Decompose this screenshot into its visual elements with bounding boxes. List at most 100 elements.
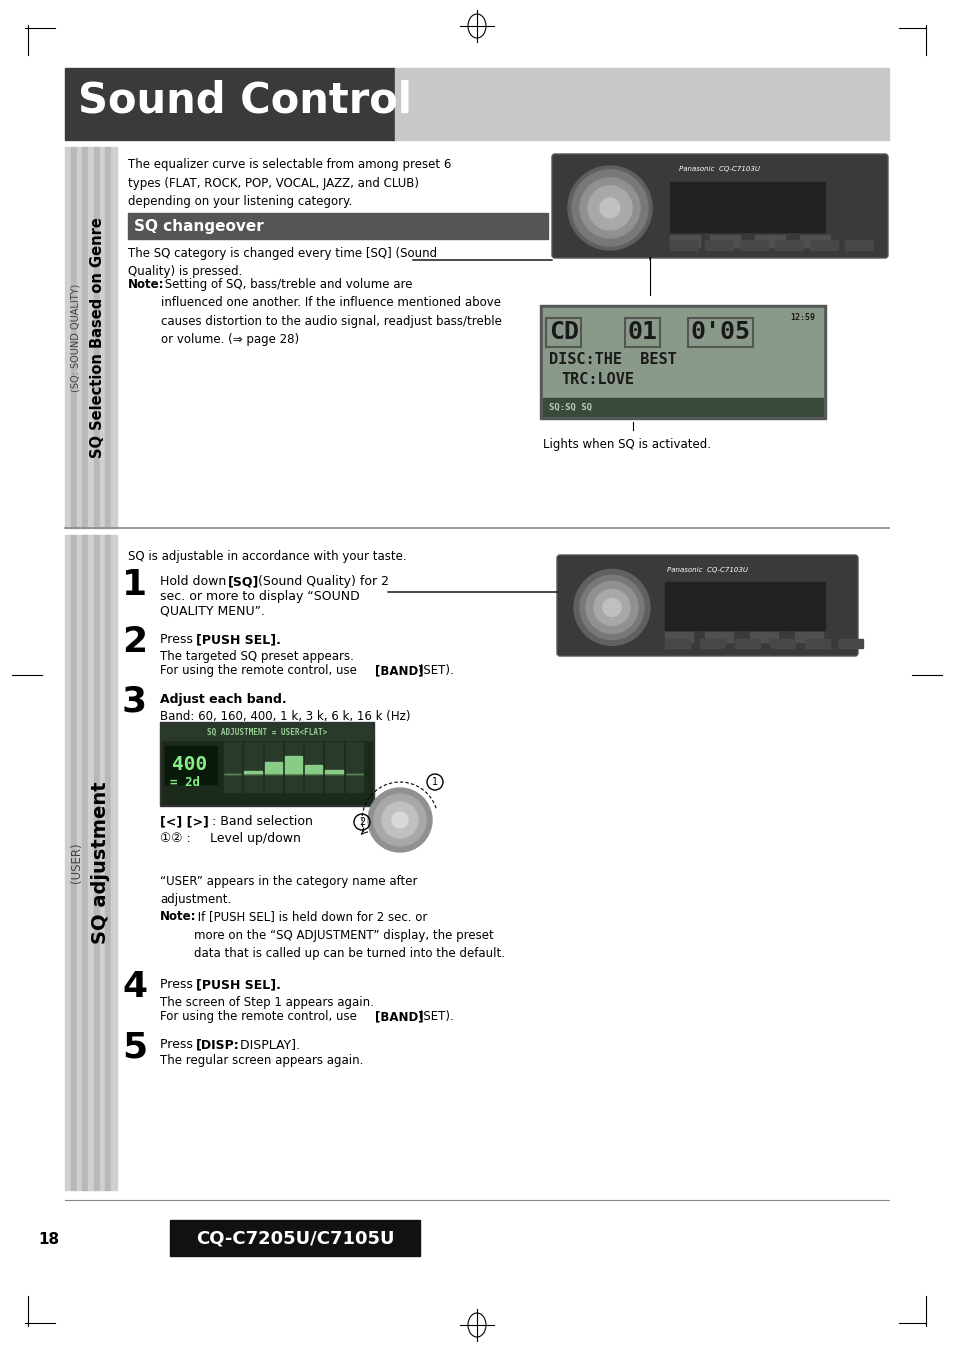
Bar (106, 147, 112, 528)
Text: Note:: Note: (128, 278, 164, 290)
Bar (88, 147, 93, 528)
Text: 0'05: 0'05 (690, 320, 750, 345)
Bar (160, 721, 374, 807)
Text: SQ:SQ SQ: SQ:SQ SQ (548, 403, 592, 412)
Bar (93, 535, 99, 1190)
Text: The screen of Step 1 appears again.: The screen of Step 1 appears again. (160, 996, 374, 1009)
Text: [DISP:: [DISP: (195, 1038, 239, 1051)
Text: 5: 5 (122, 1029, 147, 1065)
Text: 18: 18 (38, 1232, 59, 1247)
Bar (542, 308, 822, 416)
Bar (542, 399, 822, 416)
Bar (769, 639, 794, 648)
Text: (SQ: SOUND QUALITY): (SQ: SOUND QUALITY) (71, 284, 80, 392)
Text: 01: 01 (627, 320, 658, 345)
Text: (USER): (USER) (70, 842, 83, 882)
Ellipse shape (579, 576, 643, 639)
Text: 1: 1 (122, 567, 147, 603)
Ellipse shape (585, 581, 638, 634)
Ellipse shape (572, 170, 647, 246)
Bar (669, 240, 698, 250)
Bar (170, 1220, 419, 1256)
Text: Panasonic  CQ-C7103U: Panasonic CQ-C7103U (679, 166, 760, 172)
Bar (112, 535, 117, 1190)
Text: (Sound Quality) for 2: (Sound Quality) for 2 (253, 576, 389, 588)
Text: QUALITY MENU”.: QUALITY MENU”. (160, 605, 265, 617)
Bar (325, 770, 342, 774)
Bar (285, 742, 302, 792)
Bar (162, 724, 372, 804)
Text: The targeted SQ preset appears.: The targeted SQ preset appears. (160, 650, 354, 663)
Bar (99, 147, 106, 528)
Text: SQ Selection Based on Genre: SQ Selection Based on Genre (90, 218, 105, 458)
Text: TRC:LOVE: TRC:LOVE (560, 373, 634, 388)
Bar (669, 235, 700, 247)
Bar (837, 639, 862, 648)
Text: CQ-C7205U/C7105U: CQ-C7205U/C7105U (195, 1229, 394, 1247)
Text: “USER” appears in the category name after
adjustment.: “USER” appears in the category name afte… (160, 875, 417, 907)
Bar (800, 235, 829, 247)
Text: [PUSH SEL].: [PUSH SEL]. (195, 634, 280, 646)
Bar (224, 742, 241, 792)
Text: (SET).: (SET). (415, 1011, 454, 1023)
Text: The equalizer curve is selectable from among preset 6
types (FLAT, ROCK, POP, VO: The equalizer curve is selectable from a… (128, 158, 451, 208)
Text: For using the remote control, use: For using the remote control, use (160, 663, 360, 677)
Text: sec. or more to display “SOUND: sec. or more to display “SOUND (160, 590, 359, 603)
Text: 3: 3 (122, 685, 147, 719)
Text: DISC:THE  BEST: DISC:THE BEST (548, 353, 676, 367)
Text: SQ is adjustable in accordance with your taste.: SQ is adjustable in accordance with your… (128, 550, 406, 563)
Bar (165, 746, 216, 784)
Text: SQ adjustment: SQ adjustment (91, 781, 110, 944)
Bar (264, 742, 281, 792)
Bar (664, 639, 689, 648)
Text: The SQ category is changed every time [SQ] (Sound
Quality) is pressed.: The SQ category is changed every time [S… (128, 247, 436, 278)
Bar (700, 639, 724, 648)
Text: (SET).: (SET). (415, 663, 454, 677)
Bar (82, 535, 88, 1190)
Text: Band: 60, 160, 400, 1 k, 3 k, 6 k, 16 k (Hz): Band: 60, 160, 400, 1 k, 3 k, 6 k, 16 k … (160, 711, 410, 723)
Bar (325, 742, 342, 792)
Text: 1: 1 (432, 777, 437, 788)
Bar (539, 305, 825, 419)
Ellipse shape (381, 802, 417, 838)
Text: Press: Press (160, 634, 196, 646)
Bar (664, 632, 692, 642)
Bar (704, 632, 732, 642)
Bar (740, 240, 767, 250)
Bar (305, 765, 322, 774)
Text: Press: Press (160, 1038, 196, 1051)
Ellipse shape (579, 178, 639, 238)
Bar (804, 639, 829, 648)
Text: 2: 2 (122, 626, 147, 659)
Text: [BAND]: [BAND] (375, 663, 423, 677)
Ellipse shape (594, 589, 629, 626)
Bar (88, 535, 93, 1190)
Bar (345, 742, 363, 792)
Ellipse shape (374, 794, 426, 846)
FancyBboxPatch shape (552, 154, 887, 258)
Ellipse shape (392, 812, 408, 828)
Text: Sound Control: Sound Control (78, 80, 412, 122)
Text: If [PUSH SEL] is held down for 2 sec. or
more on the “SQ ADJUSTMENT” display, th: If [PUSH SEL] is held down for 2 sec. or… (193, 911, 504, 961)
Text: : Band selection: : Band selection (208, 815, 313, 828)
Bar (71, 535, 76, 1190)
Bar (704, 240, 732, 250)
Text: Press: Press (160, 978, 196, 992)
Ellipse shape (567, 166, 651, 250)
Bar (774, 240, 802, 250)
Text: CD: CD (548, 320, 578, 345)
Bar (244, 742, 261, 792)
Ellipse shape (574, 569, 649, 646)
Text: DISPLAY].: DISPLAY]. (235, 1038, 299, 1051)
Text: 2: 2 (358, 817, 365, 827)
Text: [BAND]: [BAND] (375, 1011, 423, 1023)
Bar (106, 535, 112, 1190)
Text: 400: 400 (172, 754, 207, 774)
Bar (285, 757, 302, 774)
Bar (65, 535, 71, 1190)
Bar (162, 724, 372, 740)
Bar (734, 639, 760, 648)
Text: Note:: Note: (160, 911, 196, 923)
Bar (844, 240, 872, 250)
Bar (664, 582, 824, 630)
